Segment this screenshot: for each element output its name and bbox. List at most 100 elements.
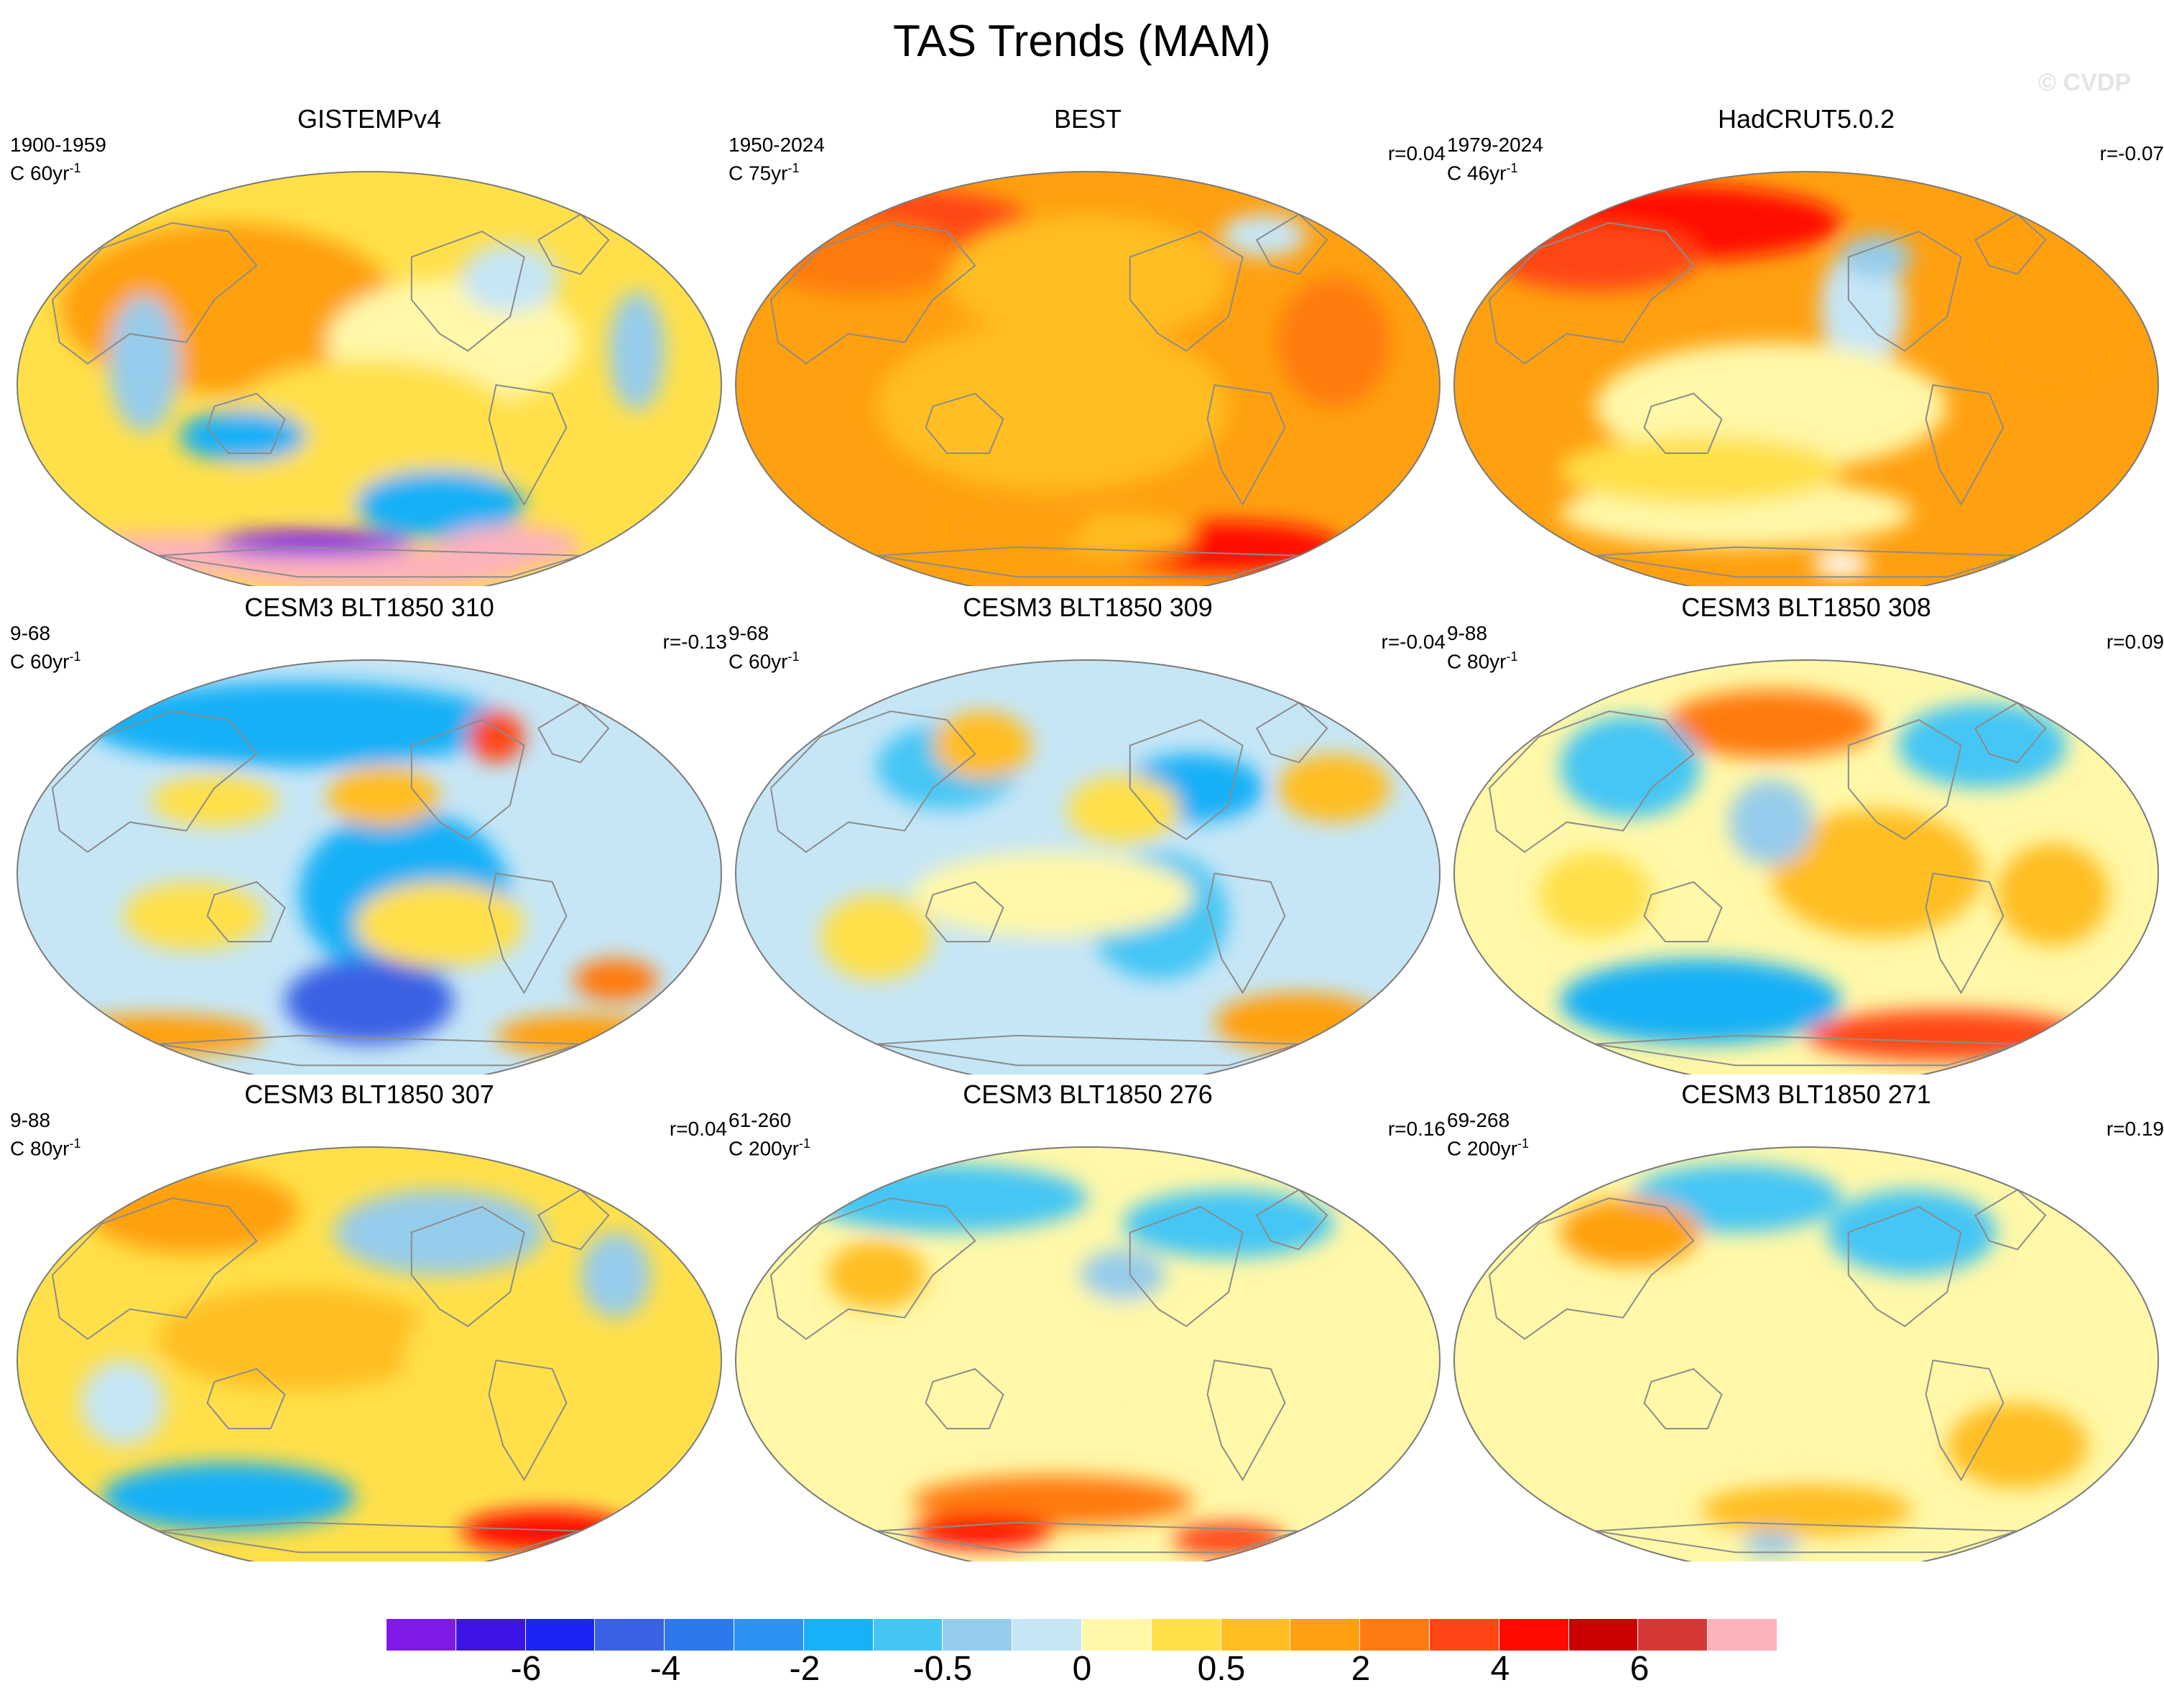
panel-correlation: r=0.16 xyxy=(1387,1118,1446,1140)
coastline xyxy=(925,1368,1004,1429)
trend-region xyxy=(573,958,658,1002)
map-panel-cesm3-308: CESM3 BLT1850 308 9-88 C 80yr-1 r=0.09 xyxy=(1447,593,2164,1075)
trend-region xyxy=(355,470,524,539)
colorbar-tick-label: -4 xyxy=(649,1650,681,1688)
trend-region xyxy=(912,852,1193,938)
coastline xyxy=(206,392,286,454)
coastline xyxy=(488,1359,568,1482)
trend-region xyxy=(764,218,961,296)
panel-correlation: r=-0.13 xyxy=(662,631,728,653)
trend-region xyxy=(827,1240,926,1309)
colorbar-tick-label: -0.5 xyxy=(912,1650,973,1688)
coastline xyxy=(1925,872,2005,995)
trend-region xyxy=(1827,1189,1997,1276)
trend-field xyxy=(1454,660,2158,1075)
panel-title: CESM3 BLT1850 308 xyxy=(1681,593,1931,622)
panel-correlation: r=-0.07 xyxy=(2099,142,2164,164)
trend-region xyxy=(88,1168,299,1254)
colorbar-tick-label: 2 xyxy=(1351,1650,1371,1688)
coastline xyxy=(537,213,610,275)
trend-region xyxy=(88,681,510,767)
coastline xyxy=(769,1197,976,1340)
trend-region xyxy=(80,1360,165,1446)
panel-title: CESM3 BLT1850 307 xyxy=(244,1080,494,1109)
colorbar xyxy=(387,1619,1777,1653)
map-panel-hadcrut: HadCRUT5.0.2 1979-2024 C 46yr-1 r=-0.07 xyxy=(1447,104,2164,586)
colorbar-box xyxy=(1360,1619,1430,1651)
coastline xyxy=(537,1189,610,1250)
map-cesm3-308 xyxy=(1453,659,2159,1075)
coastline xyxy=(1206,384,1286,506)
trend-region xyxy=(108,295,180,432)
colorbar-box xyxy=(1081,1619,1152,1651)
trend-region xyxy=(1897,702,2067,789)
colorbar-box xyxy=(1221,1619,1291,1651)
trend-region xyxy=(327,766,440,827)
trend-field xyxy=(1454,172,2158,586)
panel-correlation: r=0.19 xyxy=(2106,1118,2164,1140)
map-frame xyxy=(735,1146,1441,1561)
trend-region xyxy=(101,1462,356,1531)
panel-correlation: r=0.04 xyxy=(669,1118,727,1140)
trend-region xyxy=(947,504,1088,547)
panel-units: C 80yr-1 xyxy=(10,1136,81,1160)
trend-region xyxy=(1701,1484,1912,1536)
panel-period: 9-68 xyxy=(729,622,769,644)
panel-correlation: r=0.09 xyxy=(2106,631,2164,653)
panel-title: CESM3 BLT1850 271 xyxy=(1681,1080,1931,1109)
trend-region xyxy=(1806,1010,2088,1062)
trend-region xyxy=(1277,753,1391,822)
trend-region xyxy=(1560,1198,1701,1267)
colorbar-box xyxy=(803,1619,874,1651)
coastline xyxy=(1488,1197,1695,1340)
coastline xyxy=(1847,231,1962,352)
colorbar-tick-label: 4 xyxy=(1490,1650,1510,1688)
trend-region xyxy=(1595,1339,1947,1467)
trend-field xyxy=(17,1147,721,1561)
trend-region xyxy=(179,410,306,462)
trend-region xyxy=(1066,775,1180,844)
map-panel-cesm3-271: CESM3 BLT1850 271 69-268 C 200yr-1 r=0.1… xyxy=(1447,1080,2164,1561)
coastline xyxy=(410,1206,525,1327)
trend-region xyxy=(1771,809,1982,938)
map-panel-best: BEST 1950-2024 C 75yr-1 r=0.04 xyxy=(729,104,1447,586)
colorbar-box xyxy=(595,1619,665,1651)
trend-field xyxy=(17,172,721,586)
panel-correlation: r=-0.04 xyxy=(1381,631,1446,653)
coastline xyxy=(51,222,258,365)
panel-period: 9-88 xyxy=(10,1109,51,1131)
trend-field xyxy=(1454,1147,2158,1561)
map-panel-cesm3-309: CESM3 BLT1850 309 9-68 C 60yr-1 r=-0.04 xyxy=(729,593,1447,1075)
colorbar-box xyxy=(1638,1619,1708,1651)
coastline xyxy=(1643,392,1723,454)
trend-region xyxy=(52,1014,264,1057)
panel-period: 61-260 xyxy=(729,1109,792,1131)
trend-region xyxy=(123,881,264,950)
coastline xyxy=(410,719,525,840)
coastline xyxy=(1974,702,2047,764)
trend-region xyxy=(1277,278,1391,407)
panel-period: 9-68 xyxy=(10,622,51,644)
map-panel-gistempv4: GISTEMPv4 1900-1959 C 60yr-1 xyxy=(10,104,729,586)
trend-region xyxy=(947,1296,1229,1425)
coastline xyxy=(488,872,568,995)
coastline xyxy=(206,1368,286,1429)
trend-region xyxy=(877,320,1229,492)
trend-field xyxy=(736,1147,1440,1561)
panel-units: C 75yr-1 xyxy=(729,161,800,185)
coastline xyxy=(1974,213,2047,275)
colorbar-box xyxy=(1290,1619,1361,1651)
trend-region xyxy=(334,1189,545,1276)
trend-region xyxy=(496,1014,665,1057)
colorbar-box xyxy=(873,1619,943,1651)
watermark: © CVDP xyxy=(2038,69,2131,96)
trend-region xyxy=(933,711,1032,780)
trend-region xyxy=(1053,513,1193,556)
trend-field xyxy=(736,660,1440,1075)
map-gistempv4 xyxy=(17,171,722,586)
map-frame xyxy=(17,659,722,1075)
trend-region xyxy=(1560,715,1701,818)
panel-units: C 60yr-1 xyxy=(10,161,81,185)
trend-region xyxy=(1813,551,1870,577)
panel-units: C 60yr-1 xyxy=(729,649,800,673)
